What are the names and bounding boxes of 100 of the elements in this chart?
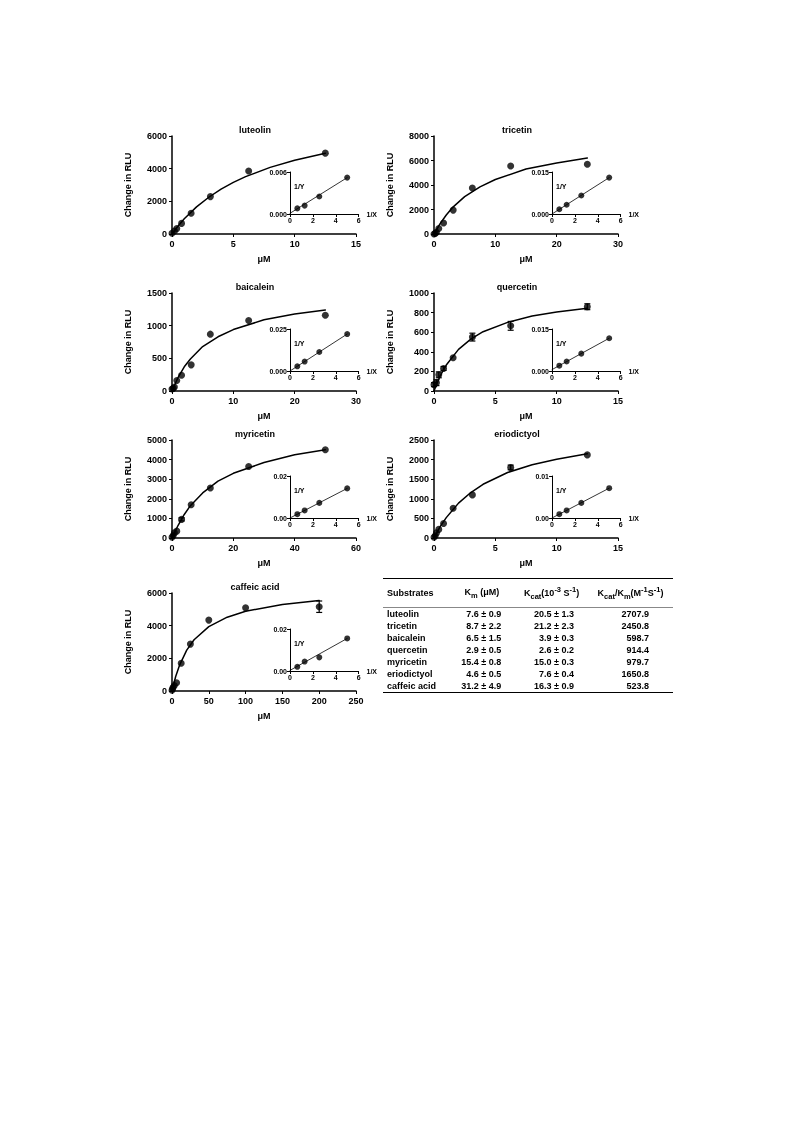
text: 2.9 ± 0.5 bbox=[466, 644, 502, 655]
y-tick-label: 2000 bbox=[408, 454, 429, 465]
text: 598.7 bbox=[626, 632, 649, 643]
x-tick-label: 10 bbox=[228, 395, 239, 406]
x-tick-label: 0 bbox=[431, 395, 437, 406]
x-axis-title: μM bbox=[519, 557, 533, 568]
category-label: myricetin bbox=[387, 656, 428, 667]
y-tick-label: 2000 bbox=[146, 493, 167, 504]
category-label: quercetin bbox=[387, 644, 428, 655]
y-tick-label: 1500 bbox=[408, 474, 429, 485]
x-tick-label: 30 bbox=[612, 238, 624, 249]
text: 3.9 ± 0.3 bbox=[539, 632, 574, 643]
x-tick-label: 60 bbox=[350, 542, 362, 553]
text: 4.6 ± 0.5 bbox=[466, 668, 502, 679]
chart-title: caffeic acid bbox=[230, 581, 280, 592]
y-axis-title: Change in RLU bbox=[122, 152, 133, 218]
y-tick-label: 400 bbox=[413, 346, 429, 357]
y-tick-label: 2500 bbox=[408, 435, 429, 445]
y-tick-label: 4000 bbox=[146, 163, 167, 174]
y-tick-label: 1000 bbox=[146, 320, 167, 331]
y-tick-label: 1000 bbox=[146, 513, 167, 524]
text: 7.6 ± 0.9 bbox=[466, 608, 502, 619]
y-tick-label: 1000 bbox=[408, 493, 429, 504]
x-axis-title: μM bbox=[519, 410, 533, 421]
category-label: caffeic acid bbox=[387, 680, 437, 691]
text: 15.4 ± 0.8 bbox=[461, 656, 502, 667]
x-axis-title: μM bbox=[257, 410, 271, 421]
category-label: eriodictyol bbox=[387, 668, 433, 679]
y-axis-title: Change in RLU bbox=[122, 609, 133, 675]
x-tick-label: 100 bbox=[238, 695, 254, 706]
y-tick-label: 0 bbox=[161, 229, 167, 239]
y-tick-label: 8000 bbox=[408, 131, 429, 141]
category-label: K$_{m}$ (μM) bbox=[463, 585, 501, 602]
text: 21.2 ± 2.3 bbox=[534, 620, 574, 631]
x-axis-title: μM bbox=[519, 253, 533, 264]
y-tick-label: 2000 bbox=[146, 653, 167, 664]
text: 1650.8 bbox=[621, 668, 649, 679]
x-tick-label: 10 bbox=[289, 238, 300, 249]
text: 979.7 bbox=[626, 656, 649, 667]
x-tick-label: 150 bbox=[274, 695, 290, 706]
text: 523.8 bbox=[626, 680, 649, 691]
y-tick-label: 3000 bbox=[146, 474, 167, 485]
y-tick-label: 6000 bbox=[146, 131, 167, 141]
x-axis-title: μM bbox=[257, 557, 271, 568]
y-tick-label: 2000 bbox=[408, 204, 429, 215]
text: 8.7 ± 2.2 bbox=[466, 620, 502, 631]
x-tick-label: 5 bbox=[492, 395, 498, 406]
y-tick-label: 5000 bbox=[146, 435, 167, 445]
text: 15.0 ± 0.3 bbox=[534, 656, 574, 667]
chart-title: baicalein bbox=[235, 281, 275, 292]
x-tick-label: 0 bbox=[169, 395, 175, 406]
x-axis-title: μM bbox=[257, 253, 271, 264]
category-label: luteolin bbox=[387, 608, 419, 619]
y-tick-label: 1500 bbox=[146, 288, 167, 298]
x-tick-label: 15 bbox=[612, 395, 624, 406]
y-tick-label: 600 bbox=[413, 327, 429, 338]
text: 914.4 bbox=[626, 644, 649, 655]
y-axis-title: Change in RLU bbox=[122, 309, 133, 375]
chart-title: myricetin bbox=[234, 428, 276, 439]
y-tick-label: 0 bbox=[161, 386, 167, 396]
chart-title: quercetin bbox=[496, 281, 538, 292]
x-axis-title: μM bbox=[257, 710, 271, 721]
text: 6.5 ± 1.5 bbox=[466, 632, 502, 643]
y-tick-label: 4000 bbox=[146, 620, 167, 631]
y-tick-label: 6000 bbox=[146, 588, 167, 598]
y-tick-label: 800 bbox=[413, 307, 429, 318]
y-tick-label: 500 bbox=[413, 513, 429, 524]
x-tick-label: 0 bbox=[169, 542, 175, 553]
x-tick-label: 15 bbox=[350, 238, 362, 249]
text: 2450.8 bbox=[621, 620, 649, 631]
y-tick-label: 0 bbox=[423, 386, 429, 396]
x-tick-label: 0 bbox=[169, 238, 175, 249]
x-tick-label: 40 bbox=[289, 542, 300, 553]
chart-title: tricetin bbox=[501, 124, 533, 135]
chart-title: luteolin bbox=[239, 124, 271, 135]
text: 31.2 ± 4.9 bbox=[461, 680, 502, 691]
x-tick-label: 250 bbox=[348, 695, 364, 706]
category-label: K$_{cat}$/K$_{m}$(M$^{-1}$S$^{-1}$) bbox=[597, 585, 664, 601]
y-axis-title: Change in RLU bbox=[384, 309, 395, 375]
x-tick-label: 5 bbox=[230, 238, 236, 249]
x-tick-label: 20 bbox=[228, 542, 239, 553]
text: 7.6 ± 0.4 bbox=[539, 668, 574, 679]
y-tick-label: 1000 bbox=[408, 288, 429, 298]
text: 2.6 ± 0.2 bbox=[539, 644, 574, 655]
x-tick-label: 20 bbox=[289, 395, 300, 406]
y-tick-label: 0 bbox=[423, 229, 429, 239]
chart-title: eriodictyol bbox=[494, 428, 540, 439]
y-tick-label: 2000 bbox=[146, 196, 167, 207]
x-tick-label: 50 bbox=[203, 695, 214, 706]
y-axis-title: Change in RLU bbox=[384, 152, 395, 218]
y-tick-label: 0 bbox=[161, 686, 167, 696]
category-label: tricetin bbox=[387, 620, 418, 631]
x-tick-label: 5 bbox=[492, 542, 498, 553]
x-tick-label: 200 bbox=[311, 695, 327, 706]
category-label: Substrates bbox=[386, 586, 435, 600]
y-tick-label: 4000 bbox=[408, 180, 429, 190]
text: 20.5 ± 1.3 bbox=[534, 608, 574, 619]
y-axis-title: Change in RLU bbox=[122, 456, 133, 522]
x-tick-label: 10 bbox=[551, 395, 562, 406]
text: 16.3 ± 0.9 bbox=[534, 680, 574, 691]
